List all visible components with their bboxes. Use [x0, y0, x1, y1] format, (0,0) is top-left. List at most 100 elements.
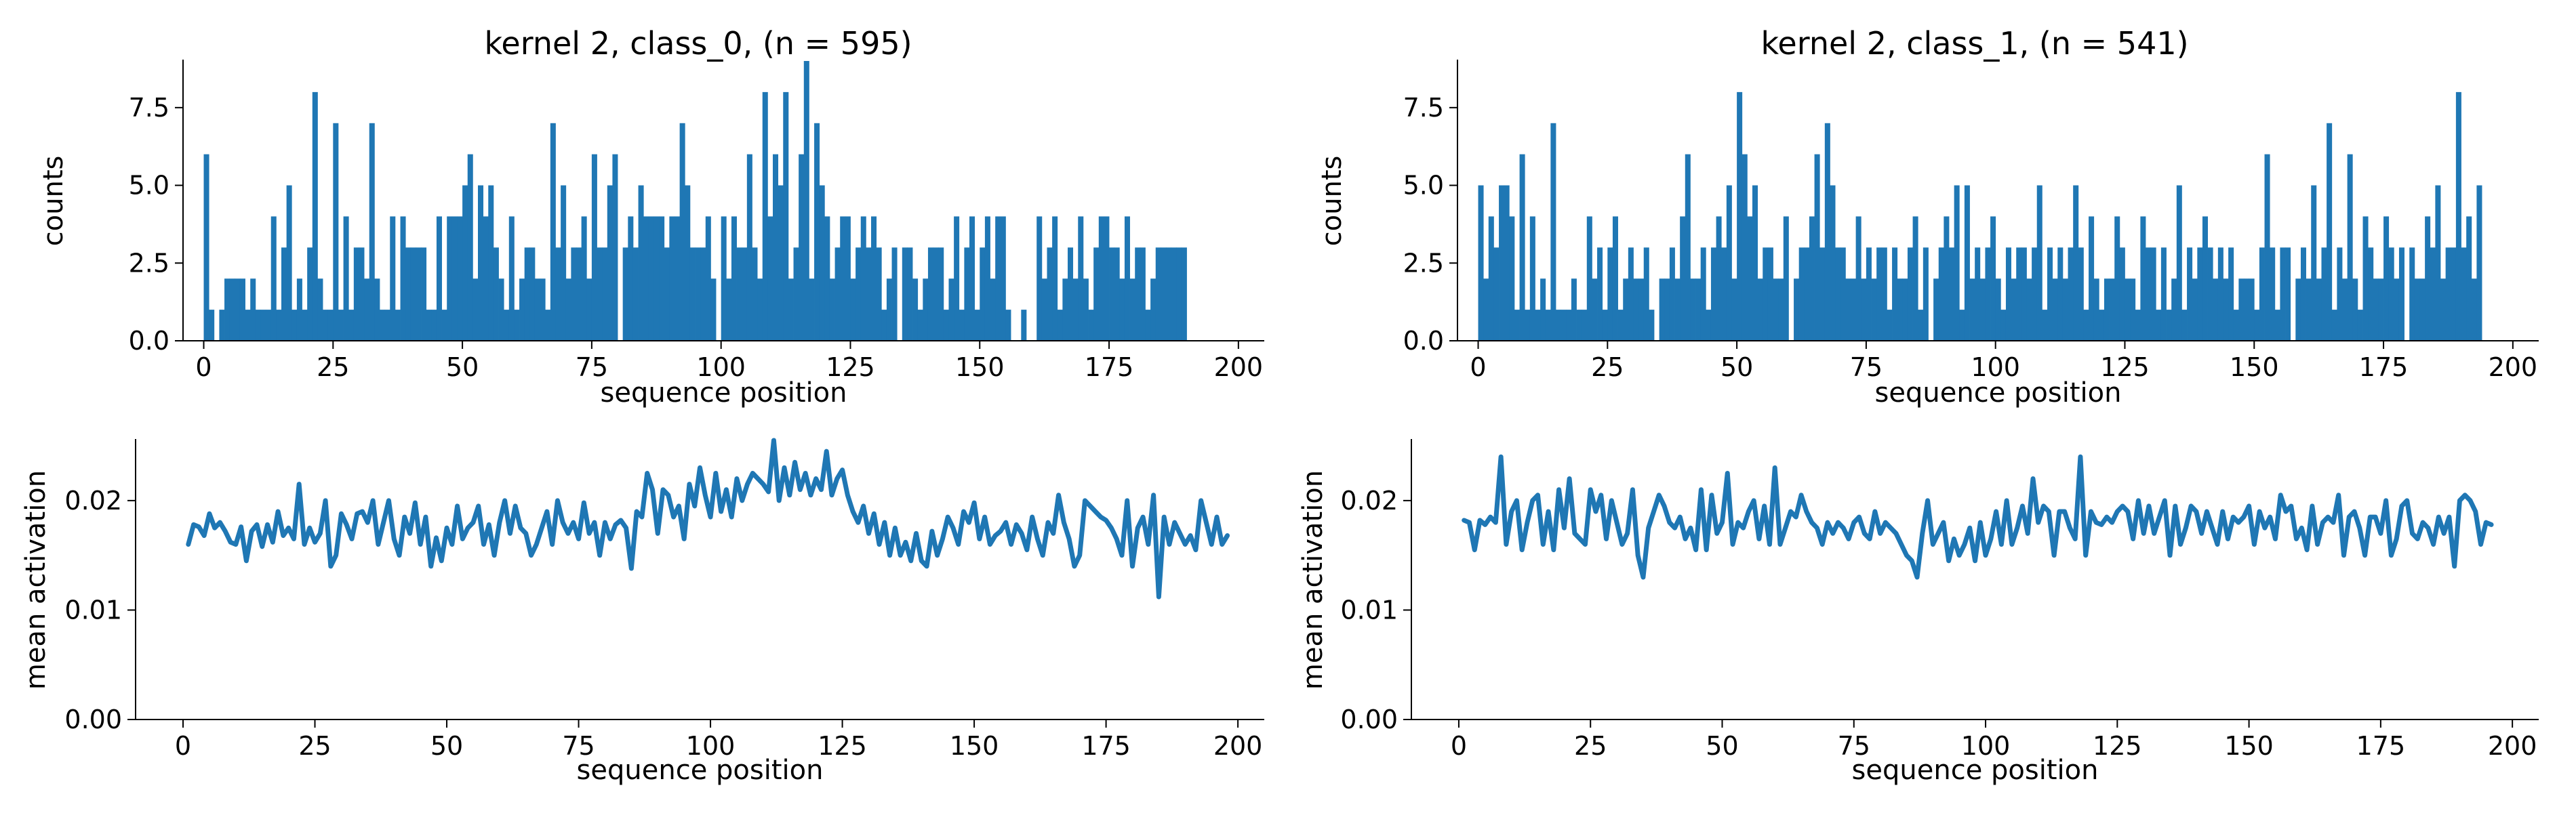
histogram-bar	[467, 154, 473, 341]
y-axis-label: counts	[38, 156, 69, 247]
y-tick-label: 0.01	[1340, 595, 1398, 625]
histogram-bar	[1602, 310, 1608, 341]
x-tick-label: 0	[1470, 352, 1486, 382]
x-tick-label: 200	[1213, 731, 1263, 761]
histogram-bar	[1700, 247, 1706, 341]
histogram-bar	[2316, 278, 2322, 341]
histogram-bar	[2057, 247, 2064, 341]
histogram-bar	[550, 123, 556, 341]
histogram-bar	[478, 185, 484, 341]
histogram-bar	[2202, 216, 2208, 341]
histogram-bar	[689, 247, 696, 341]
histogram-bar	[2254, 310, 2260, 341]
histogram-bar	[788, 278, 794, 341]
x-axis-label: sequence position	[577, 755, 824, 786]
histogram-bar	[1114, 247, 1120, 341]
histogram-bar	[519, 278, 525, 341]
histogram-bar	[2373, 278, 2379, 341]
x-axis-label: sequence position	[1852, 755, 2099, 786]
histogram-bar	[2000, 310, 2007, 341]
histogram-bar	[2321, 247, 2327, 341]
histogram-bar	[2440, 278, 2447, 341]
histogram-bar	[2135, 310, 2141, 341]
histogram-bar	[927, 247, 933, 341]
histogram-bar	[2409, 247, 2415, 341]
histogram-bar	[736, 247, 742, 341]
histogram-bar	[1674, 278, 1681, 341]
x-tick-label: 0	[1451, 731, 1467, 761]
histogram-bar	[270, 216, 277, 341]
histogram-bar	[426, 310, 432, 341]
histogram-bar	[2176, 185, 2182, 341]
histogram-bar	[1037, 216, 1043, 341]
histogram-bar	[1623, 278, 1629, 341]
histogram-bar	[1798, 247, 1805, 341]
histogram-bar	[224, 278, 230, 341]
x-tick-label: 25	[298, 731, 331, 761]
histogram-bar	[1561, 310, 1567, 341]
histogram-bar	[1612, 216, 1618, 341]
histogram-bar	[984, 216, 990, 341]
histogram-bar	[405, 247, 411, 341]
histogram-bar	[1944, 216, 1950, 341]
histogram-bar	[286, 185, 292, 341]
histogram-bar	[591, 154, 597, 341]
histogram-bar	[2280, 247, 2286, 341]
histogram-bar	[1509, 216, 1515, 341]
x-tick-label: 150	[2224, 731, 2274, 761]
histogram-bar	[2073, 185, 2079, 341]
histogram-bar	[276, 310, 282, 341]
y-axis-label: mean activation	[20, 470, 52, 690]
series	[186, 438, 1230, 600]
histogram-bar	[2130, 278, 2136, 341]
histogram-bar	[2192, 278, 2198, 341]
y-tick-label: 0.0	[129, 326, 169, 356]
histogram-bar	[462, 185, 468, 341]
x-tick-label: 25	[1574, 731, 1607, 761]
bars	[203, 61, 1187, 341]
histogram-bar	[2357, 310, 2363, 341]
histogram-bar	[255, 310, 261, 341]
histogram-bar	[1814, 154, 1820, 341]
histogram-bar	[969, 216, 975, 341]
histogram-bar	[483, 216, 489, 341]
histogram-bar	[710, 278, 717, 341]
histogram-bar	[856, 247, 862, 341]
x-tick-label: 125	[2100, 352, 2150, 382]
histogram-bar	[891, 247, 898, 341]
histogram-bar	[2295, 278, 2301, 341]
histogram-bar	[343, 216, 349, 341]
histogram-bar	[2259, 247, 2265, 341]
histogram-bar	[1633, 278, 1639, 341]
histogram-bar	[1669, 247, 1675, 341]
histogram-bar	[2068, 247, 2074, 341]
histogram-bar	[359, 247, 365, 341]
histogram-bar	[2187, 247, 2193, 341]
histogram-bar	[726, 278, 732, 341]
histogram-bar	[1855, 216, 1861, 341]
histogram-bar	[1881, 247, 1887, 341]
histogram-bar	[990, 278, 996, 341]
histogram-bar	[2032, 247, 2038, 341]
y-tick-label: 5.0	[129, 171, 169, 201]
histogram-bar	[2455, 91, 2461, 341]
histogram-bar	[545, 310, 551, 341]
histogram-bar	[565, 278, 571, 341]
histogram-bar	[1685, 154, 1691, 341]
histogram-bar	[2181, 310, 2188, 341]
histogram-bar	[1519, 154, 1525, 341]
histogram-bar	[1990, 216, 1996, 341]
series-line	[1462, 454, 2494, 580]
x-tick-label: 125	[826, 352, 875, 382]
histogram-bar	[2005, 247, 2011, 341]
histogram-bar	[876, 247, 882, 341]
histogram-class-0: kernel 2, class_0, (n = 595) counts sequ…	[38, 25, 1264, 409]
histogram-bar	[933, 247, 939, 341]
histogram-bar	[2300, 247, 2306, 341]
histogram-bar	[2036, 185, 2042, 341]
histogram-class-1: kernel 2, class_1, (n = 541) counts sequ…	[1316, 25, 2539, 409]
y-tick-label: 2.5	[129, 248, 169, 278]
y-tick-label: 2.5	[1403, 248, 1444, 278]
histogram-bar	[529, 247, 536, 341]
histogram-bar	[1949, 247, 1955, 341]
